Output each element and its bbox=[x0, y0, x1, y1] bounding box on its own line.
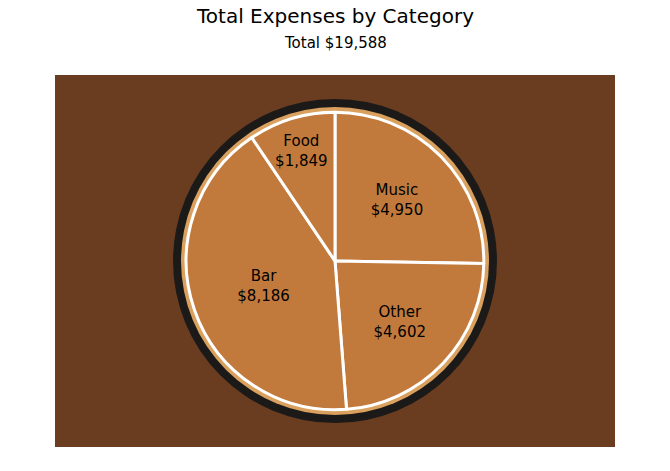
svg-text:Bar$8,186: Bar$8,186 bbox=[237, 267, 290, 305]
svg-text:Music$4,950: Music$4,950 bbox=[371, 181, 424, 219]
svg-text:Total $19,588: Total $19,588 bbox=[284, 34, 387, 52]
svg-text:Total Expenses by Category: Total Expenses by Category bbox=[196, 4, 474, 28]
svg-text:Other$4,602: Other$4,602 bbox=[374, 303, 427, 341]
svg-text:Food$1,849: Food$1,849 bbox=[275, 132, 328, 170]
